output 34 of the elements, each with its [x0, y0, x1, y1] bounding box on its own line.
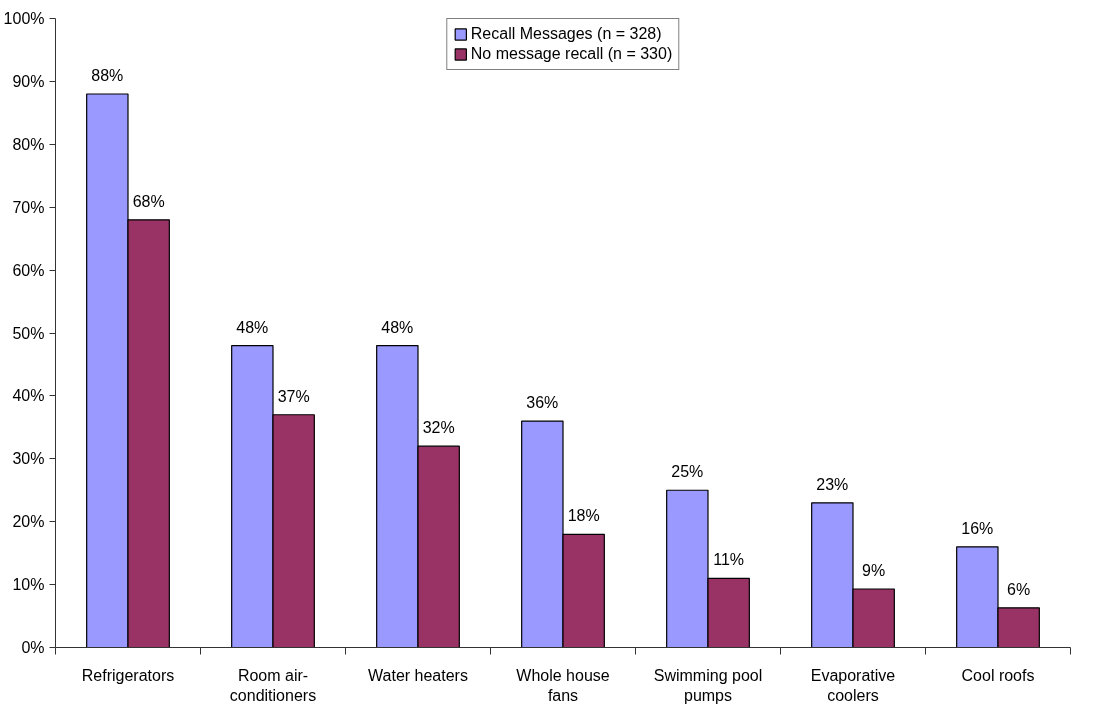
data-label: 6% — [1007, 580, 1031, 598]
x-tick-label: Swimming pool pumps — [653, 666, 763, 704]
x-tick-label: Room air-conditioners — [229, 666, 317, 704]
x-tick-label: Water heaters — [368, 666, 468, 684]
x-tick-label: Evaporative coolers — [810, 666, 896, 704]
data-label: 23% — [816, 475, 849, 493]
data-label: 32% — [422, 419, 455, 437]
data-label: 25% — [671, 463, 704, 481]
data-label: 48% — [381, 318, 414, 336]
y-tick-label: 50% — [12, 324, 45, 342]
data-label: 9% — [862, 562, 886, 579]
y-tick-label: 10% — [12, 576, 45, 594]
data-label: 88% — [91, 66, 124, 84]
data-label: 68% — [132, 192, 165, 210]
y-tick-label: 60% — [12, 261, 45, 279]
y-tick-label: 30% — [12, 450, 45, 468]
x-tick-label: Whole house fans — [516, 666, 610, 704]
data-label: 18% — [567, 507, 600, 525]
data-label: 36% — [526, 394, 559, 412]
y-tick-label: 0% — [21, 639, 45, 656]
x-tick-label: Refrigerators — [81, 666, 175, 684]
legend-label: Recall Messages (n = 328) — [470, 25, 662, 43]
legend-label: No message recall (n = 330) — [470, 45, 673, 63]
y-tick-label: 70% — [12, 198, 45, 216]
data-label: 37% — [277, 387, 310, 405]
y-tick-label: 90% — [12, 72, 45, 90]
y-tick-label: 20% — [12, 513, 45, 531]
y-tick-label: 100% — [3, 10, 45, 27]
y-tick-label: 40% — [12, 387, 45, 405]
data-label: 48% — [236, 318, 269, 336]
data-label: 11% — [713, 551, 745, 569]
x-tick-label: Cool roofs — [961, 666, 1035, 684]
y-tick-label: 80% — [12, 135, 45, 153]
data-label: 16% — [961, 519, 994, 537]
